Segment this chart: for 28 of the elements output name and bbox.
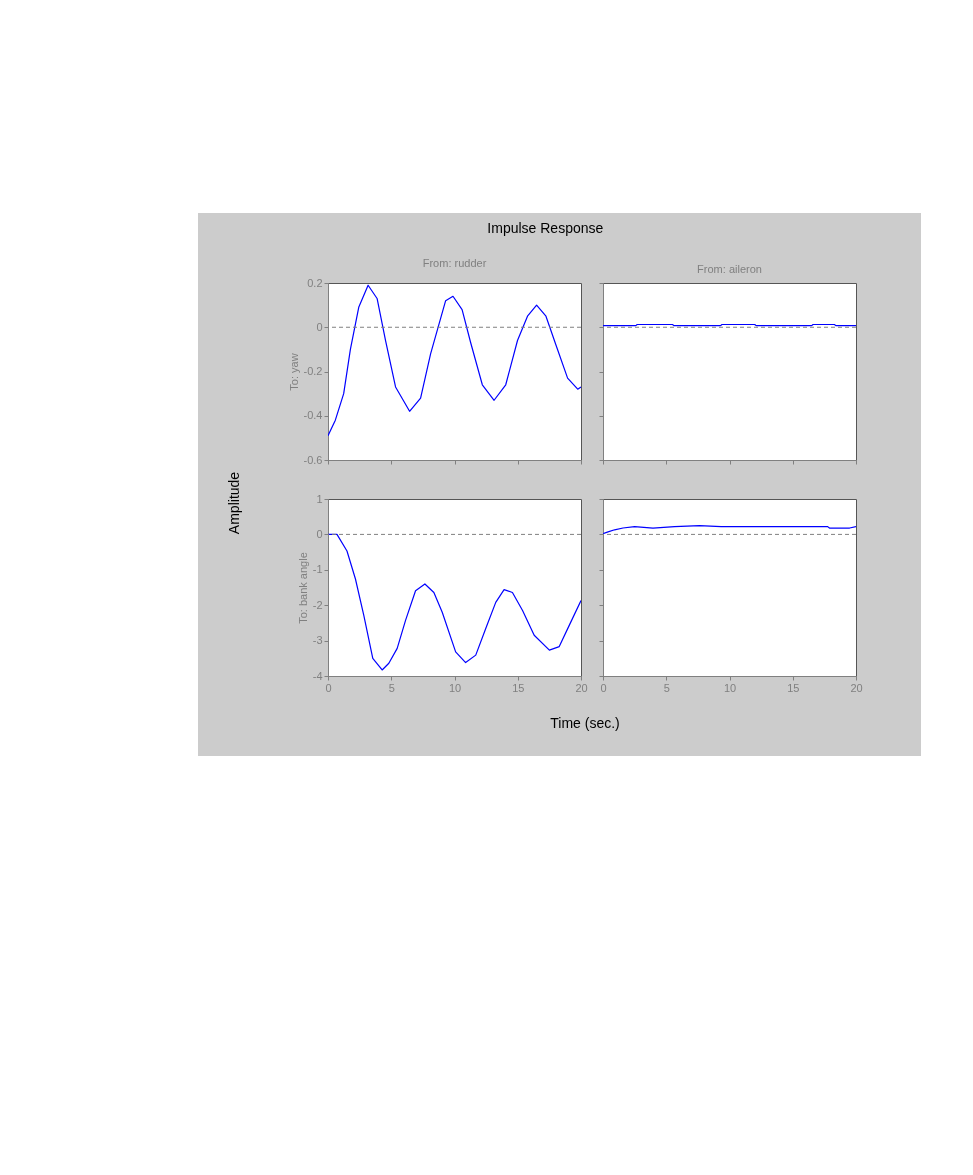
y-tick-label: -2 bbox=[312, 598, 323, 611]
text: Amplitude bbox=[226, 471, 242, 535]
x-tick-label: 20 bbox=[575, 681, 588, 694]
x-tick-label: 15 bbox=[787, 681, 800, 694]
x-tick-label: 5 bbox=[388, 681, 395, 694]
y-tick-label: -0.6 bbox=[303, 453, 323, 466]
x-tick-label: 10 bbox=[723, 681, 737, 694]
x-tick-label: 10 bbox=[448, 681, 462, 694]
y-tick-label: -4 bbox=[312, 669, 323, 682]
y-tick-label: 1 bbox=[316, 492, 323, 505]
y-tick-label: -0.2 bbox=[303, 365, 323, 377]
x-tick-label: 15 bbox=[512, 681, 525, 694]
y-axis-title: To: yaw bbox=[287, 353, 300, 391]
x-tick-label: 0 bbox=[325, 681, 332, 694]
y-tick-label: -1 bbox=[312, 563, 323, 576]
chart-subtitle: From: aileron bbox=[697, 262, 762, 275]
y-tick-label: 0.2 bbox=[307, 276, 323, 289]
y-tick-label: 0 bbox=[316, 527, 323, 540]
x-tick-label: 0 bbox=[600, 681, 607, 694]
chart-subtitle: From: rudder bbox=[422, 257, 487, 269]
y-tick-label: 0 bbox=[316, 320, 323, 333]
x-tick-label: 20 bbox=[850, 681, 863, 694]
x-tick-label: 5 bbox=[663, 681, 670, 694]
y-axis-title: To: bank angle bbox=[296, 552, 309, 624]
y-tick-label: -3 bbox=[312, 634, 323, 647]
chart-title: Impulse Response bbox=[487, 219, 604, 236]
y-tick-label: -0.4 bbox=[303, 409, 323, 422]
text: Time (sec.) bbox=[550, 715, 620, 731]
